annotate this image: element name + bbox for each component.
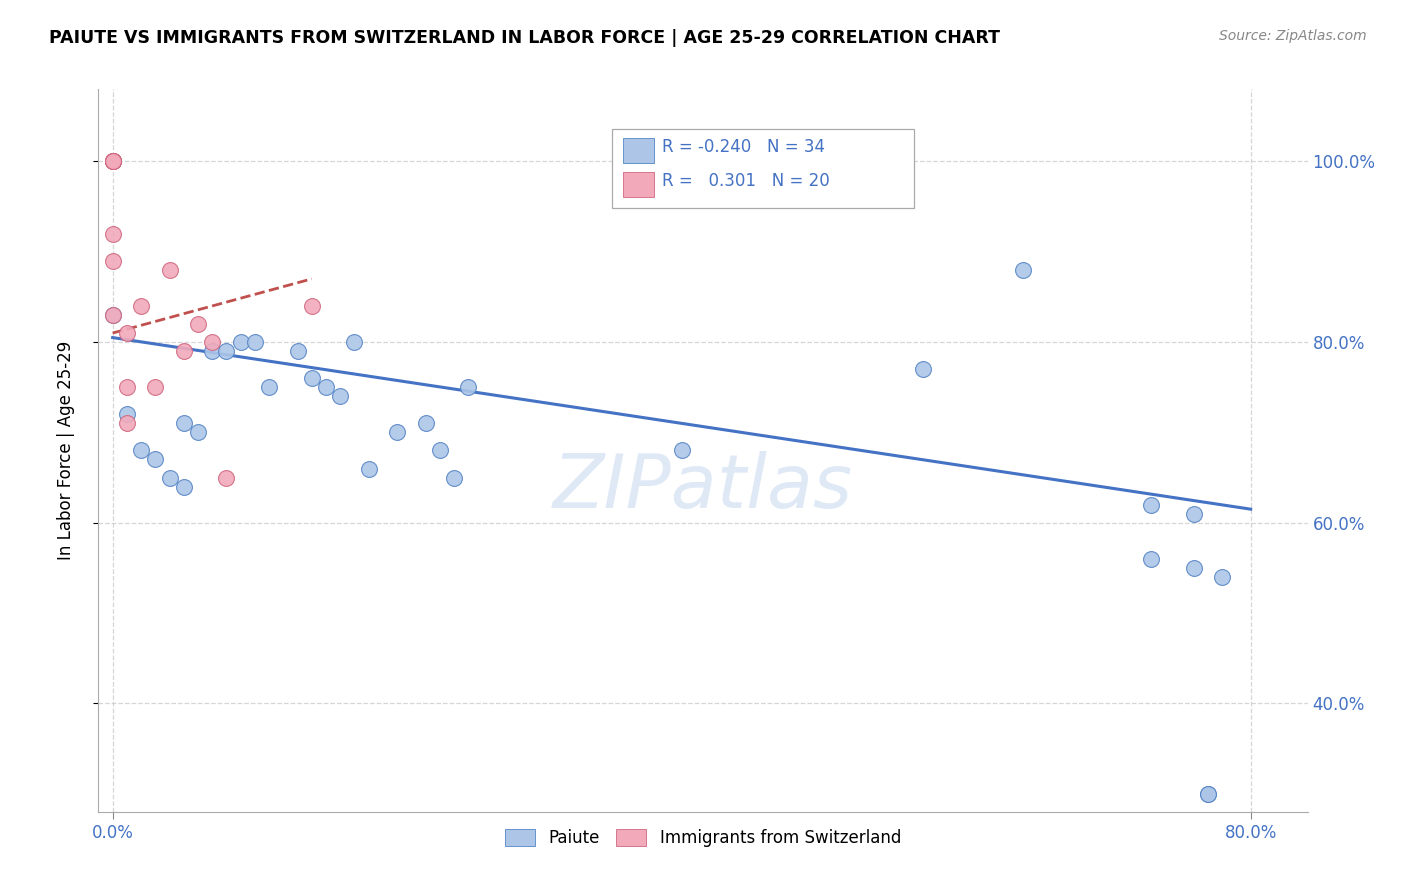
- Point: [143, 452, 166, 467]
- Point: [101, 154, 124, 169]
- Text: PAIUTE VS IMMIGRANTS FROM SWITZERLAND IN LABOR FORCE | AGE 25-29 CORRELATION CHA: PAIUTE VS IMMIGRANTS FROM SWITZERLAND IN…: [49, 29, 1000, 46]
- Point: [115, 417, 138, 431]
- Point: [243, 334, 266, 349]
- Text: ZIPatlas: ZIPatlas: [553, 450, 853, 523]
- Point: [187, 317, 209, 331]
- Point: [385, 425, 408, 440]
- Point: [315, 380, 337, 394]
- Point: [187, 425, 209, 440]
- Point: [343, 334, 366, 349]
- Point: [101, 154, 124, 169]
- Point: [101, 253, 124, 268]
- Point: [201, 334, 224, 349]
- Point: [1140, 498, 1163, 512]
- Point: [143, 380, 166, 394]
- Text: Source: ZipAtlas.com: Source: ZipAtlas.com: [1219, 29, 1367, 43]
- Legend: Paiute, Immigrants from Switzerland: Paiute, Immigrants from Switzerland: [498, 822, 908, 854]
- Point: [129, 443, 152, 458]
- Text: R =   0.301   N = 20: R = 0.301 N = 20: [662, 172, 830, 190]
- Point: [301, 371, 323, 385]
- Point: [1182, 561, 1205, 575]
- Point: [215, 344, 238, 359]
- Point: [457, 380, 479, 394]
- Point: [101, 154, 124, 169]
- Text: R = -0.240   N = 34: R = -0.240 N = 34: [662, 138, 825, 156]
- Point: [1197, 787, 1219, 801]
- Point: [1012, 263, 1035, 277]
- Point: [173, 417, 195, 431]
- Point: [129, 299, 152, 313]
- Point: [1140, 551, 1163, 566]
- Point: [201, 344, 224, 359]
- Point: [115, 326, 138, 340]
- Point: [287, 344, 309, 359]
- Point: [173, 480, 195, 494]
- Point: [912, 362, 935, 376]
- Point: [115, 380, 138, 394]
- Point: [1211, 570, 1233, 584]
- Point: [101, 154, 124, 169]
- Point: [101, 308, 124, 322]
- Point: [115, 407, 138, 422]
- Point: [1197, 787, 1219, 801]
- Point: [671, 443, 693, 458]
- Point: [101, 308, 124, 322]
- Point: [443, 470, 465, 484]
- Point: [215, 470, 238, 484]
- Point: [101, 154, 124, 169]
- Point: [1182, 507, 1205, 521]
- Point: [159, 263, 181, 277]
- Point: [357, 461, 380, 475]
- Point: [415, 417, 437, 431]
- Point: [429, 443, 451, 458]
- Point: [101, 227, 124, 241]
- Y-axis label: In Labor Force | Age 25-29: In Labor Force | Age 25-29: [56, 341, 75, 560]
- Point: [159, 470, 181, 484]
- Point: [329, 389, 352, 403]
- Point: [229, 334, 252, 349]
- Point: [173, 344, 195, 359]
- Point: [257, 380, 280, 394]
- Point: [301, 299, 323, 313]
- Point: [101, 154, 124, 169]
